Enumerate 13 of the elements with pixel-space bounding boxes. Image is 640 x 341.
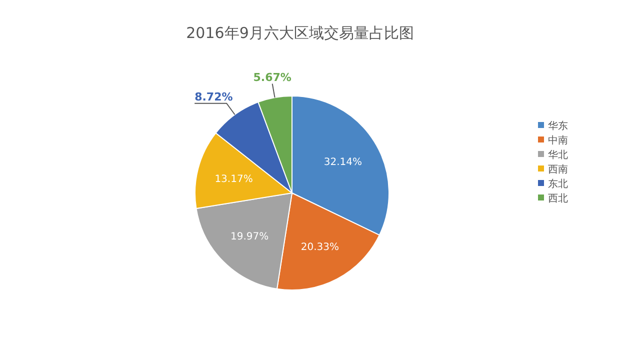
legend-label: 东北	[548, 178, 568, 190]
data-label: 19.97%	[230, 232, 269, 243]
legend-label: 华北	[548, 149, 568, 161]
legend-label: 华东	[548, 120, 568, 132]
legend-label: 西南	[548, 164, 568, 176]
chart-title: 2016年9月六大区域交易量占比图	[186, 24, 414, 42]
legend-label: 西北	[548, 192, 568, 204]
data-label: 32.14%	[324, 157, 362, 168]
data-label: 8.72%	[194, 90, 233, 104]
data-label: 20.33%	[300, 242, 340, 254]
data-label: 13.17%	[214, 174, 253, 185]
legend-label: 中南	[548, 134, 568, 146]
data-label: 5.67%	[253, 70, 292, 84]
